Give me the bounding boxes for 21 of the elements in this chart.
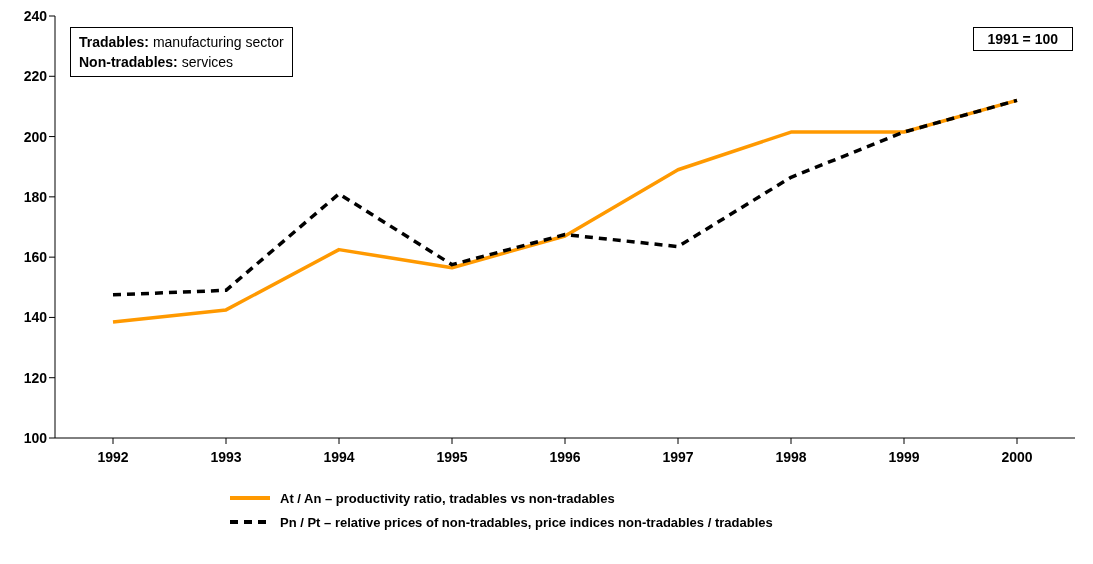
y-tick-label: 240	[23, 7, 48, 24]
y-tick-label: 160	[23, 249, 48, 266]
legend-label: Pn / Pt – relative prices of non-tradables, price indices non-tradables / tradables	[280, 514, 773, 530]
y-tick-label: 120	[23, 369, 48, 386]
annotation: Tradables: manufacturing sector Non-tradables: services	[79, 34, 284, 70]
y-tick-label: 200	[23, 128, 48, 145]
x-tick-label: 1997	[662, 448, 694, 465]
x-tick-label: 1996	[549, 448, 581, 465]
x-tick-label: 2000	[1001, 448, 1033, 465]
x-tick-label: 1994	[323, 448, 355, 465]
y-tick-label: 140	[23, 309, 48, 326]
annotation: 1991 = 100	[972, 27, 1073, 51]
x-tick-label: 1995	[436, 448, 468, 465]
x-tick-label: 1992	[97, 448, 129, 465]
y-tick-label: 220	[23, 68, 48, 85]
y-tick-label: 100	[23, 429, 48, 446]
x-tick-label: 1999	[888, 448, 920, 465]
x-tick-label: 1993	[210, 448, 242, 465]
legend-label: At / An – productivity ratio, tradables vs non-tradables	[280, 490, 615, 506]
y-tick-label: 180	[23, 188, 48, 205]
x-tick-label: 1998	[775, 448, 807, 465]
